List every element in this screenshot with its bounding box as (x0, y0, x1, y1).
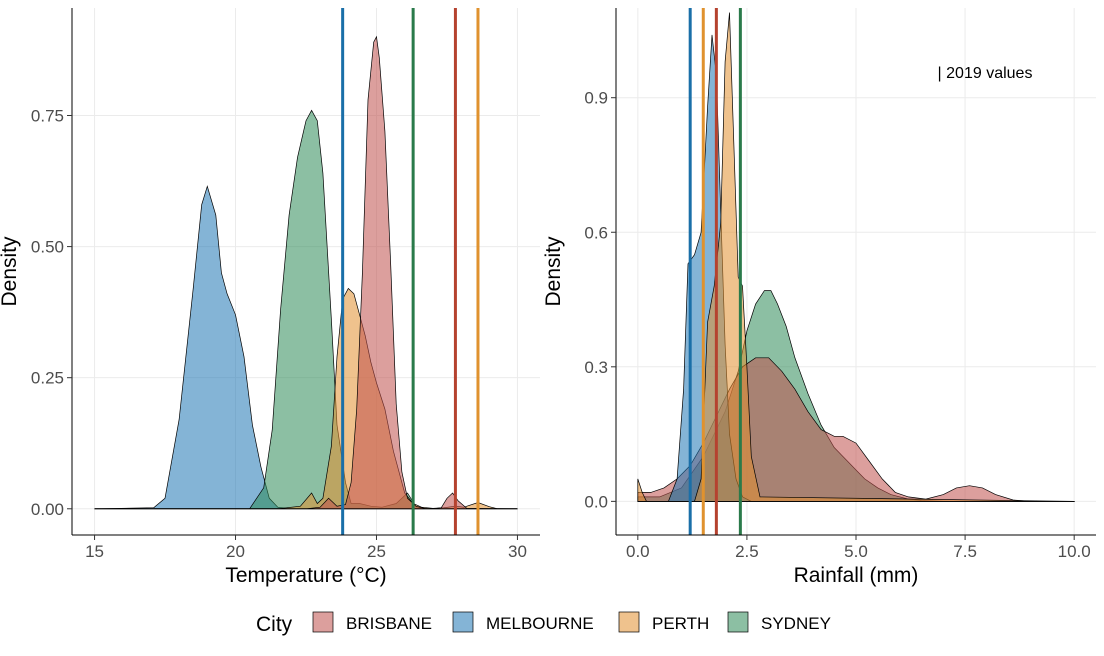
temperature-density-panel: 15 20 25 30 0.00 0.25 0.50 0.75 Temperature (°C… (0, 8, 540, 587)
x-tick-label: 0.0 (626, 542, 650, 561)
x-tick-label: 2.5 (735, 542, 759, 561)
x-tick-label: 10.0 (1058, 542, 1091, 561)
x-tick-label: 5.0 (844, 542, 868, 561)
y-tick-label: 0.75 (31, 106, 64, 125)
legend-label-brisbane: BRISBANE (346, 614, 432, 633)
legend-title: City (256, 613, 293, 636)
x-tick-label: 20 (226, 542, 245, 561)
y-tick-label: 0.6 (584, 223, 608, 242)
legend-label-melbourne: MELBOURNE (486, 614, 594, 633)
x-tick-label: 15 (85, 542, 104, 561)
city-legend: City BRISBANE MELBOURNE PERTH SYDNEY (256, 611, 831, 636)
legend-swatch-perth (618, 611, 640, 633)
y-tick-label: 0.0 (584, 492, 608, 511)
values-2019-annotation: | 2019 values (938, 65, 1033, 82)
x-tick-label: 30 (508, 542, 527, 561)
temperature-2019-lines (341, 8, 480, 535)
legend-label-sydney: SYDNEY (761, 614, 831, 633)
rainfall-density-panel: 0.0 2.5 5.0 7.5 10.0 0.0 0.3 0.6 0.9 Rainfall (m… (542, 8, 1096, 587)
legend-label-perth: PERTH (652, 614, 709, 633)
x-tick-label: 25 (367, 542, 386, 561)
y-tick-label: 0.9 (584, 89, 608, 108)
temperature-density-areas (94, 35, 518, 510)
y-tick-label: 0.50 (31, 238, 64, 257)
rainfall-density-perth (637, 12, 1075, 502)
rainfall-y-axis-label: Density (542, 236, 565, 307)
rainfall-ticks: 0.0 2.5 5.0 7.5 10.0 0.0 0.3 0.6 0.9 (584, 89, 1090, 561)
temperature-density-brisbane (94, 35, 518, 510)
legend-swatch-brisbane (312, 611, 334, 633)
temperature-y-axis-label: Density (0, 236, 21, 307)
temperature-ticks: 15 20 25 30 0.00 0.25 0.50 0.75 (31, 106, 527, 561)
temperature-x-axis-label: Temperature (°C) (225, 564, 386, 587)
temperature-axes (71, 8, 540, 536)
x-tick-label: 7.5 (953, 542, 977, 561)
y-tick-label: 0.00 (31, 500, 64, 519)
rainfall-2019-lines (688, 8, 742, 535)
legend-swatch-melbourne (452, 611, 474, 633)
rainfall-x-axis-label: Rainfall (mm) (794, 564, 919, 587)
legend-swatch-sydney (727, 611, 749, 633)
legend-items: BRISBANE MELBOURNE PERTH SYDNEY (312, 611, 831, 633)
y-tick-label: 0.25 (31, 369, 64, 388)
y-tick-label: 0.3 (584, 358, 608, 377)
